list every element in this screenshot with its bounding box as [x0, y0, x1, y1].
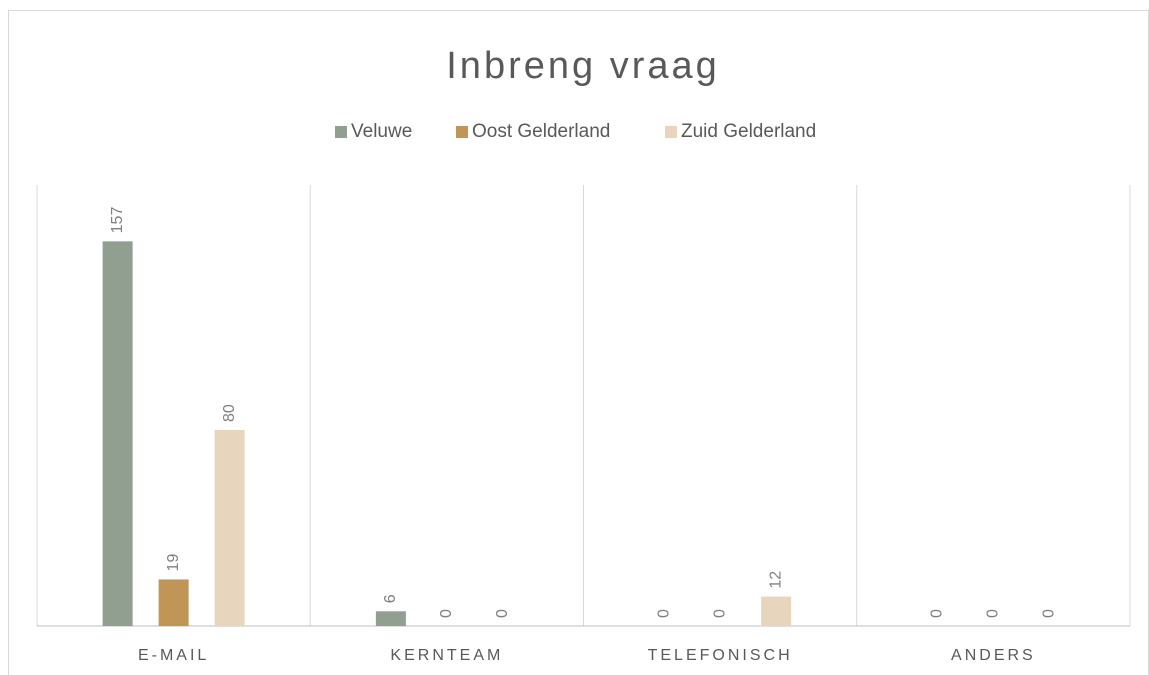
legend-swatch — [335, 126, 347, 138]
x-tick-label: TELEFONISCH — [648, 647, 793, 664]
data-label: 0 — [929, 609, 946, 618]
data-label: 0 — [438, 609, 455, 618]
data-label: 0 — [494, 609, 511, 618]
data-label: 6 — [382, 594, 399, 603]
legend-swatch — [456, 126, 468, 138]
data-label: 0 — [655, 609, 672, 618]
legend-label: Veluwe — [351, 121, 412, 142]
legend-swatch — [665, 126, 677, 138]
x-tick-label: E-MAIL — [138, 647, 209, 664]
chart-title: Inbreng vraag — [446, 45, 720, 87]
bar — [214, 430, 245, 626]
data-label: 0 — [711, 609, 728, 618]
data-label: 0 — [1041, 609, 1058, 618]
data-label: 80 — [221, 404, 238, 422]
x-tick-label: ANDERS — [951, 647, 1036, 664]
bar — [375, 611, 406, 626]
data-label: 0 — [985, 609, 1002, 618]
bar — [761, 596, 792, 626]
bar — [102, 241, 133, 626]
legend-label: Zuid Gelderland — [681, 121, 816, 142]
chart-border — [8, 10, 1149, 675]
data-label: 157 — [109, 207, 126, 234]
bar — [158, 579, 189, 626]
data-label: 19 — [165, 554, 182, 572]
x-tick-label: KERNTEAM — [390, 647, 503, 664]
data-label: 12 — [767, 571, 784, 589]
legend-label: Oost Gelderland — [472, 121, 610, 142]
